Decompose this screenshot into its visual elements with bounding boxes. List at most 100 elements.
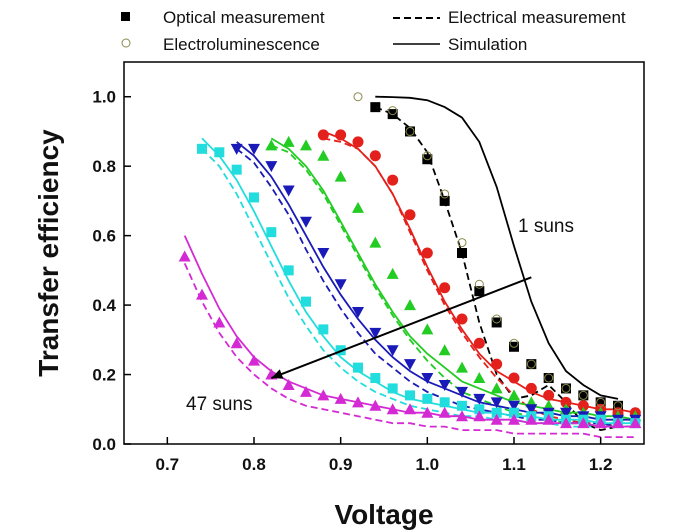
optical-point-5-24 [594,417,607,429]
optical-point-5-10 [352,396,364,408]
optical-point-2-12 [473,372,486,384]
optical-point-3-12 [438,379,451,391]
legend: Optical measurement Electrical measureme… [121,8,626,54]
optical-point-3-8 [369,327,382,339]
electroluminescence-point-9 [526,359,536,369]
optical-point-5-3 [230,337,243,349]
optical-point-0-7 [491,317,502,328]
optical-point-4-2 [231,164,242,175]
optical-point-5-15 [438,406,451,418]
optical-point-2-5 [352,201,364,213]
electroluminescence-point-0 [353,92,363,102]
optical-point-5-0 [178,250,191,262]
optical-point-4-15 [457,400,467,411]
optical-point-3-7 [352,307,364,319]
optical-point-2-7 [386,267,399,279]
optical-point-1-11 [508,372,520,384]
optical-point-3-10 [404,359,416,371]
optical-point-4-14 [439,397,450,408]
optical-point-2-3 [317,149,330,161]
electroluminescence-point-5 [457,238,467,248]
y-tick-label: 0.4 [92,296,116,315]
optical-point-1-12 [525,382,537,394]
optical-point-1-15 [577,400,589,412]
optical-point-5-14 [421,406,434,418]
optical-point-5-22 [560,417,572,429]
legend-label-simulation: Simulation [448,35,527,54]
y-tick-label: 0.6 [92,227,116,246]
optical-point-3-15 [490,397,503,409]
optical-point-2-0 [265,139,278,151]
simulation-line-0 [375,95,619,400]
arrow-head [271,369,284,379]
optical-point-2-11 [456,361,468,373]
y-axis-label: Transfer efficiency [33,129,64,377]
optical-point-4-11 [387,383,398,394]
optical-point-4-4 [266,227,277,238]
electroluminescence-point-2 [405,126,415,136]
optical-point-3-4 [300,216,312,228]
optical-point-0-3 [422,154,433,165]
optical-point-1-13 [543,389,555,401]
optical-point-5-25 [612,417,624,429]
optical-point-3-0 [230,143,243,155]
optical-point-4-1 [214,147,225,158]
optical-point-4-12 [405,390,415,401]
optical-point-0-4 [439,195,450,206]
optical-point-5-17 [473,410,486,422]
optical-point-5-16 [456,410,468,422]
optical-point-0-11 [561,383,571,394]
optical-point-1-6 [421,247,433,259]
optical-point-3-6 [334,279,347,291]
optical-point-0-0 [370,102,381,113]
optical-point-3-13 [456,386,468,398]
optical-point-5-4 [248,354,260,366]
optical-point-3-11 [421,373,434,385]
x-tick-label: 0.7 [156,455,180,474]
optical-point-2-8 [404,299,416,311]
optical-point-5-21 [542,413,555,425]
optical-point-1-0 [317,129,329,141]
optical-point-5-19 [508,413,520,425]
optical-point-4-7 [318,324,329,335]
optical-point-3-1 [248,143,260,155]
optical-point-5-2 [213,316,226,328]
optical-point-4-17 [491,407,502,418]
x-tick-label: 1.1 [502,455,526,474]
optical-point-0-2 [405,126,415,137]
optical-point-0-9 [526,359,537,370]
optical-point-5-12 [386,403,399,415]
optical-point-5-8 [317,389,330,401]
optical-point-2-10 [438,344,451,356]
optical-point-4-16 [474,404,485,415]
electroluminescence-point-7 [492,314,502,324]
optical-point-3-9 [386,345,399,357]
optical-point-2-4 [334,170,347,182]
arrow-line [270,276,532,379]
optical-point-1-7 [439,282,451,294]
optical-point-0-12 [578,390,589,401]
optical-point-3-16 [508,400,520,412]
optical-point-0-8 [509,341,519,352]
plot-frame [123,61,645,445]
optical-point-5-6 [282,378,295,390]
optical-point-5-11 [369,399,382,411]
optical-point-5-23 [577,417,590,429]
electroluminescence-point-12 [578,390,588,400]
optical-point-4-6 [301,296,311,307]
electrical-line-0 [374,106,619,432]
annotation-47-suns: 47 suns [186,394,253,415]
optical-point-4-3 [249,192,259,203]
y-tick-label: 0.8 [92,157,116,176]
electroluminescence-point-10 [544,373,554,383]
x-tick-label: 1.2 [589,455,613,474]
electroluminescence-point-3 [422,151,432,161]
electroluminescence-point-11 [561,383,571,393]
optical-point-2-9 [421,323,434,335]
x-axis-label: Voltage [334,499,433,530]
electroluminescence-point-8 [509,338,519,348]
optical-point-4-10 [370,373,381,384]
optical-point-0-10 [543,373,554,384]
legend-marker-electroluminescence [121,38,131,48]
